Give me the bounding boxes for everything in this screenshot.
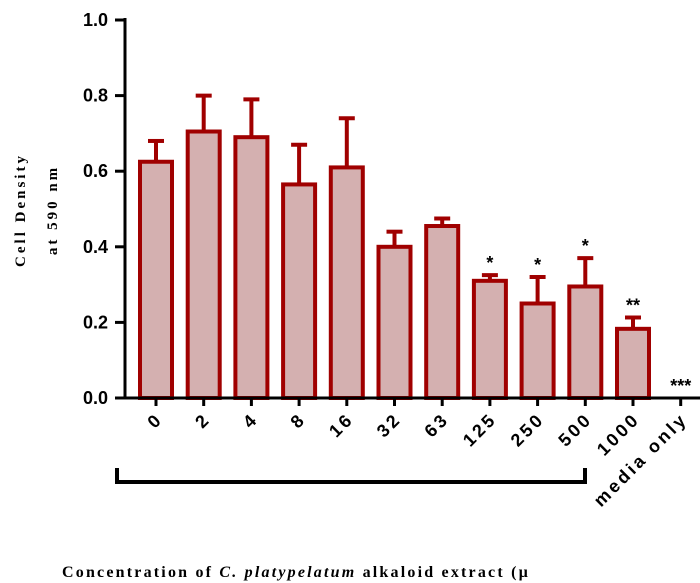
bar (471, 278, 508, 401)
x-tick-label: 125 (459, 409, 501, 451)
y-tick-label: 0.0 (83, 388, 108, 408)
group-bracket (115, 468, 587, 484)
x-tick-label: 63 (420, 409, 453, 442)
y-axis-label-line1: Cell Density (13, 153, 29, 267)
x-tick-label: 8 (287, 409, 310, 432)
bar (185, 129, 222, 400)
x-tick-label: 16 (325, 409, 358, 442)
x-tick-label: 0 (143, 409, 166, 432)
y-tick-label: 0.8 (83, 86, 108, 106)
bar (138, 159, 174, 400)
y-tick-label: 0.6 (83, 161, 108, 181)
y-axis-label-line2: at 590 nm (45, 165, 61, 255)
bar-series: * ******* (138, 93, 691, 401)
x-tick-label: 250 (507, 409, 549, 451)
y-tick-label: 1.0 (83, 10, 108, 30)
x-axis-label-suffix: alkaloid extract (µ (356, 564, 530, 581)
significance-marker: * (486, 253, 493, 273)
y-axis-label: Cell Density at 590 nm (13, 153, 61, 267)
y-tick-label: 0.2 (83, 312, 108, 332)
y-tick-label: 0.4 (83, 237, 108, 257)
significance-marker: ** (626, 295, 640, 315)
significance-marker: * (582, 236, 589, 256)
significance-marker: *** (670, 376, 691, 396)
bar (328, 165, 365, 400)
bar (519, 301, 556, 400)
significance-marker: * (534, 255, 541, 275)
bar (615, 326, 651, 400)
bar (281, 182, 318, 400)
x-tick-label: 500 (554, 409, 596, 451)
x-tick-label: 2 (191, 409, 214, 432)
bar (424, 224, 461, 400)
x-axis-label-species: C. platypelatum (219, 564, 356, 581)
bar (567, 284, 604, 400)
y-axis: 0.0 0.2 0.4 0.6 0.8 1.0 (83, 10, 127, 408)
x-axis-label-prefix: Concentration of (62, 564, 219, 581)
x-tick-label: 32 (373, 409, 406, 442)
x-tick-label: 4 (239, 409, 262, 432)
bar (233, 135, 270, 400)
bar (376, 244, 413, 400)
x-axis-label: Concentration of C. platypelatum alkaloi… (62, 564, 530, 581)
